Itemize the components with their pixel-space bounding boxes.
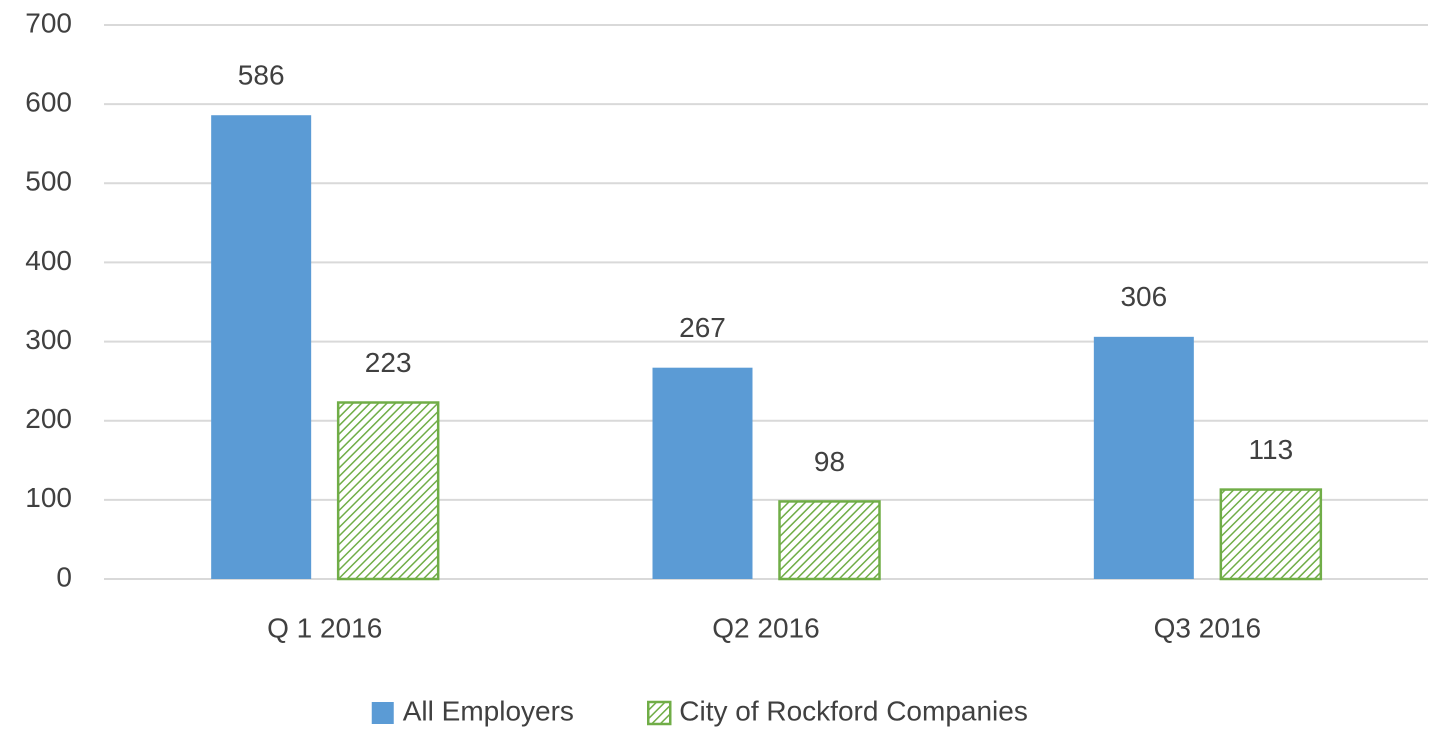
y-tick-label: 400 xyxy=(25,245,72,276)
data-label: 306 xyxy=(1120,281,1167,312)
legend-label: All Employers xyxy=(403,695,574,726)
y-tick-label: 600 xyxy=(25,87,72,118)
bar xyxy=(778,500,881,581)
y-tick-label: 300 xyxy=(25,324,72,355)
data-label: 113 xyxy=(1249,434,1294,465)
bar xyxy=(652,367,753,579)
y-tick-label: 100 xyxy=(25,482,72,513)
legend-swatch xyxy=(371,702,394,724)
x-tick-label: Q 1 2016 xyxy=(267,612,382,643)
y-tick-label: 700 xyxy=(25,7,72,38)
y-tick-label: 0 xyxy=(56,561,72,592)
data-label: 223 xyxy=(365,347,412,378)
bar xyxy=(1093,336,1194,579)
y-tick-label: 500 xyxy=(25,166,72,197)
data-label: 98 xyxy=(814,446,845,477)
bar xyxy=(211,115,312,580)
data-label: 586 xyxy=(238,60,285,91)
x-tick-label: Q2 2016 xyxy=(712,612,819,643)
y-tick-label: 200 xyxy=(25,403,72,434)
x-tick-label: Q3 2016 xyxy=(1154,612,1261,643)
bar xyxy=(336,401,440,581)
data-label: 267 xyxy=(679,312,726,343)
legend-label: City of Rockford Companies xyxy=(679,695,1028,726)
bar xyxy=(1219,488,1323,581)
legend-swatch xyxy=(647,700,672,726)
